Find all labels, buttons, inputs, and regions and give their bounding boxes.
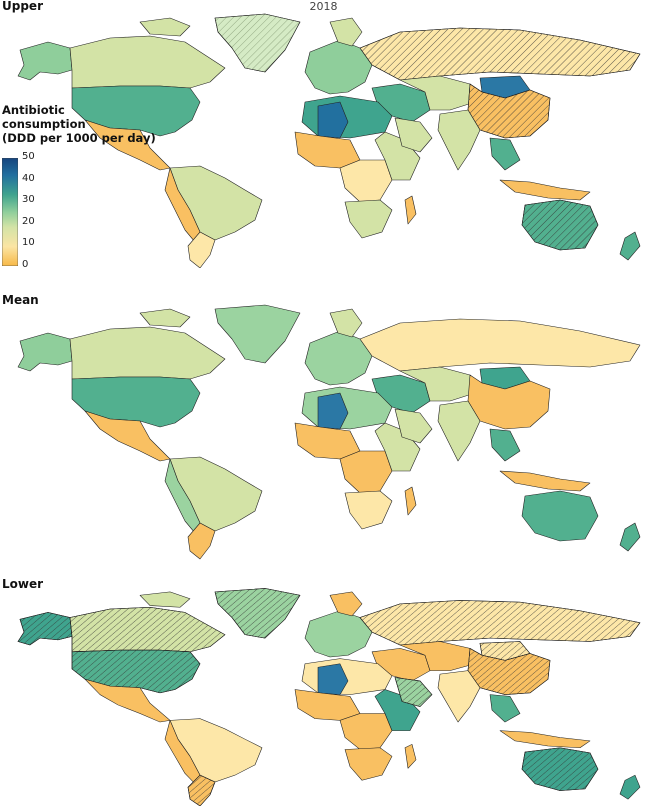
region-arabia [394,117,433,153]
region-india [437,109,481,171]
region-southern-cone [187,522,216,560]
region-indonesia [499,470,591,492]
region-new-zealand [619,774,641,800]
region-central-africa [339,713,393,750]
region-algeria [317,101,349,139]
region-central-asia [399,641,476,671]
legend-title-line3: (DDD per 1000 per day) [2,131,156,145]
region-madagascar [404,195,417,225]
region-algeria [317,392,349,430]
panel-title-mean: Mean [2,293,39,307]
region-madagascar [404,744,417,769]
region-north-africa [301,386,393,430]
legend-tick-50: 50 [22,151,35,162]
legend-tick-40: 40 [22,172,35,184]
region-southern-africa [344,747,393,781]
region-se-asia [489,428,521,462]
region-southern-africa [344,490,393,530]
region-arctic-islands [139,17,191,37]
region-central-africa [339,159,393,203]
legend-title-line2: consumption [2,117,86,131]
year-label: 2018 [309,0,338,13]
map-mean [17,304,641,560]
panel-title-lower: Lower [2,577,44,591]
region-canada [69,35,226,89]
region-arabia [394,408,433,444]
legend-colorbar [2,158,18,266]
region-canada [69,326,226,380]
region-alaska [17,332,73,372]
region-southern-cone [187,231,216,268]
region-indonesia [499,179,591,201]
region-north-africa [301,95,393,139]
region-central-asia [399,366,476,402]
region-new-zealand [619,522,641,552]
legend: Antibiotic consumption (DDD per 1000 per… [2,103,192,145]
region-se-asia [489,694,521,723]
region-new-zealand [619,231,641,261]
region-arctic-islands [139,591,191,608]
region-scandinavia [329,591,363,617]
region-madagascar [404,486,417,516]
legend-tick-0: 0 [22,259,29,270]
region-alaska [17,41,73,81]
region-scandinavia [329,17,363,47]
region-north-africa [301,658,393,695]
region-arctic-islands [139,308,191,328]
region-scandinavia [329,308,363,338]
region-greenland [214,304,301,364]
region-algeria [317,663,349,695]
region-india [437,670,481,723]
region-russia [359,318,641,372]
region-se-asia [489,137,521,171]
legend-title-line1: Antibiotic [2,103,65,117]
map-lower [17,588,641,806]
region-southern-africa [344,199,393,239]
legend-tick-20: 20 [22,215,35,227]
legend-tick-30: 30 [22,194,35,206]
legend-tick-10: 10 [22,237,35,249]
region-india [437,400,481,462]
region-central-africa [339,450,393,494]
region-usa [71,376,201,428]
panel-title-upper: Upper [2,0,43,13]
region-indonesia [499,730,591,749]
region-central-asia [399,75,476,111]
region-australia [521,490,599,542]
map-upper [17,13,641,268]
